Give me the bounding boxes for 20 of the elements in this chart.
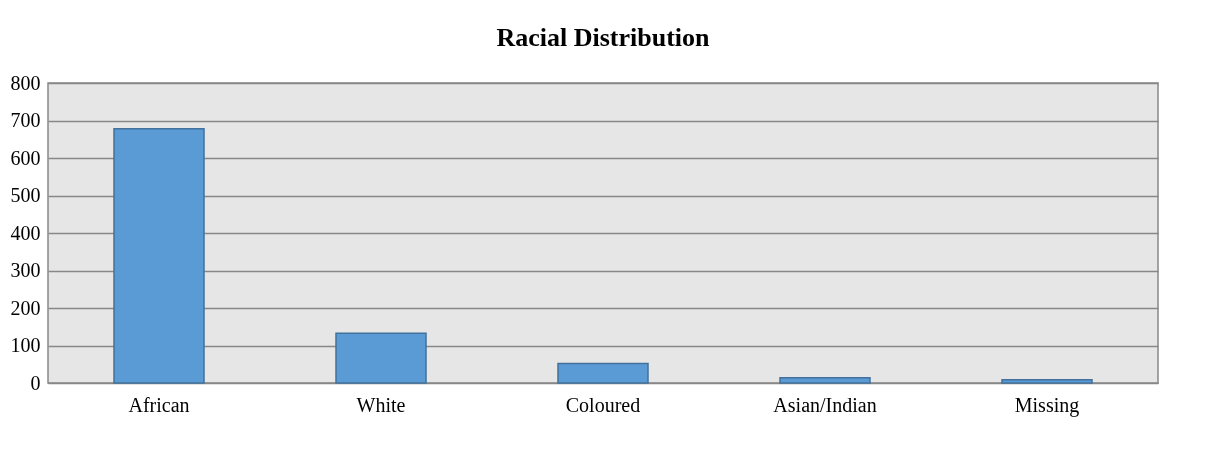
bar [779,377,871,384]
y-tick-label: 200 [10,296,41,319]
x-tick-label: African [128,393,190,416]
bar [557,362,649,384]
y-tick-label: 400 [10,221,41,244]
y-tick-label: 800 [10,71,41,94]
bar [1001,378,1093,384]
x-tick-label: White [356,393,406,416]
bar [335,332,427,384]
y-tick-label: 600 [10,146,41,169]
x-tick-label: Asian/Indian [773,393,877,416]
bar [113,128,205,384]
y-tick-label: 500 [10,184,41,206]
y-tick-label: 300 [10,259,41,281]
y-tick-label: 700 [10,109,41,131]
y-tick-label: 100 [10,334,41,356]
x-tick-label: Coloured [565,393,641,416]
chart-title: Racial Distribution [496,23,711,52]
x-tick-label: Missing [1014,393,1080,417]
y-tick-label: 0 [30,371,41,394]
